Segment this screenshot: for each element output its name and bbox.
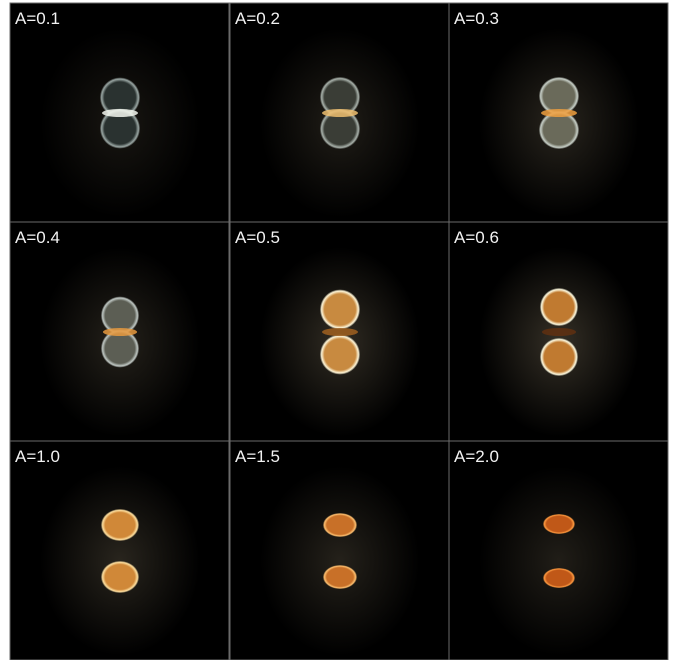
panel-label: A=0.4 <box>15 228 60 247</box>
lower-lobe <box>101 561 139 593</box>
lower-lobe <box>543 568 575 588</box>
glow <box>260 466 420 656</box>
panel-label: A=0.3 <box>454 9 499 28</box>
upper-lobe <box>101 296 139 335</box>
panel: A=1.5 <box>229 440 450 660</box>
upper-lobe <box>323 513 357 537</box>
panel-label: A=2.0 <box>454 447 499 466</box>
panel-label: A=0.2 <box>235 9 280 28</box>
panel: A=0.5 <box>229 221 450 442</box>
upper-lobe <box>101 509 139 541</box>
upper-lobe <box>100 77 140 118</box>
upper-lobe <box>543 514 575 534</box>
neck <box>541 328 577 336</box>
panel: A=0.4 <box>9 221 230 442</box>
glow <box>479 466 639 656</box>
panel-label: A=1.0 <box>15 447 60 466</box>
panel: A=0.1 <box>9 2 230 223</box>
panel-label: A=0.6 <box>454 228 499 247</box>
lower-lobe <box>101 329 139 368</box>
upper-lobe <box>540 288 578 326</box>
panel: A=2.0 <box>448 440 669 660</box>
neck <box>102 328 138 336</box>
lower-lobe <box>100 108 140 149</box>
upper-lobe <box>320 77 360 117</box>
neck <box>322 109 358 117</box>
lower-lobe <box>540 338 578 376</box>
lower-lobe <box>539 111 579 149</box>
panel: A=0.2 <box>229 2 450 223</box>
panel: A=0.6 <box>448 221 669 442</box>
lower-lobe <box>323 565 357 589</box>
lower-lobe <box>320 334 360 375</box>
neck <box>322 328 358 336</box>
neck <box>541 109 577 117</box>
upper-lobe <box>539 77 579 115</box>
panel: A=0.3 <box>448 2 669 223</box>
neck <box>102 109 138 117</box>
lower-lobe <box>320 109 360 149</box>
panel-label: A=1.5 <box>235 447 280 466</box>
panel-label: A=0.1 <box>15 9 60 28</box>
upper-lobe <box>320 289 360 330</box>
panel-label: A=0.5 <box>235 228 280 247</box>
panel: A=1.0 <box>9 440 230 660</box>
